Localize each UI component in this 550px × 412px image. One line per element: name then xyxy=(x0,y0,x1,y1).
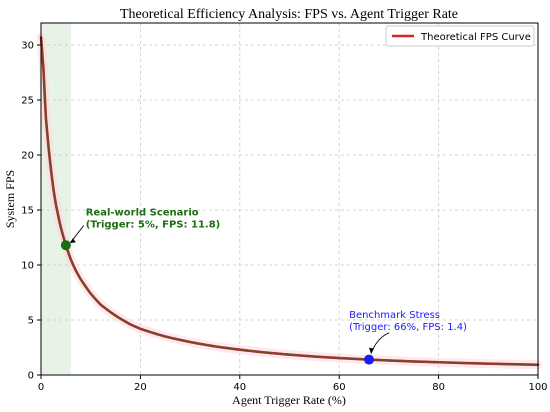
x-tick-label: 60 xyxy=(333,382,346,393)
y-tick-label: 10 xyxy=(21,261,34,272)
y-tick-label: 20 xyxy=(21,151,34,162)
annotation-point xyxy=(60,240,71,251)
legend: Theoretical FPS Curve xyxy=(385,25,535,47)
y-tick-label: 25 xyxy=(21,96,34,107)
y-axis-ticks: 0 5 10 15 20 25 30 xyxy=(21,41,41,382)
annotation-arrowhead xyxy=(369,347,375,354)
x-tick-label: 80 xyxy=(432,382,445,393)
y-tick-label: 0 xyxy=(28,371,34,382)
x-tick-label: 100 xyxy=(528,382,547,393)
annotation-label-line1: Real-world Scenario xyxy=(86,208,199,219)
x-axis-label: Agent Trigger Rate (%) xyxy=(232,393,346,407)
annotation-label-line1: Benchmark Stress xyxy=(349,310,440,321)
plot-frame xyxy=(40,22,539,376)
y-axis-label: System FPS xyxy=(3,170,17,228)
series-group xyxy=(36,32,543,370)
legend-box xyxy=(385,25,535,47)
y-tick-label: 15 xyxy=(21,206,34,217)
annotation-label-line2: (Trigger: 66%, FPS: 1.4) xyxy=(349,322,467,333)
x-axis-ticks: 0 20 40 60 80 100 xyxy=(38,375,548,393)
annotation-point xyxy=(364,354,375,365)
legend-entry-theoretical-fps-curve: Theoretical FPS Curve xyxy=(420,32,531,43)
annotation-arrowhead xyxy=(69,238,76,244)
chart-title: Theoretical Efficiency Analysis: FPS vs.… xyxy=(120,7,458,22)
annotation-label-line2: (Trigger: 5%, FPS: 11.8) xyxy=(86,220,221,231)
x-tick-label: 0 xyxy=(38,382,44,393)
annotations-group: Real-world Scenario(Trigger: 5%, FPS: 11… xyxy=(60,208,467,365)
series-line-overlay xyxy=(39,36,540,366)
x-tick-label: 20 xyxy=(134,382,147,393)
y-tick-label: 30 xyxy=(21,41,34,52)
y-tick-label: 5 xyxy=(28,316,34,327)
x-tick-label: 40 xyxy=(233,382,246,393)
